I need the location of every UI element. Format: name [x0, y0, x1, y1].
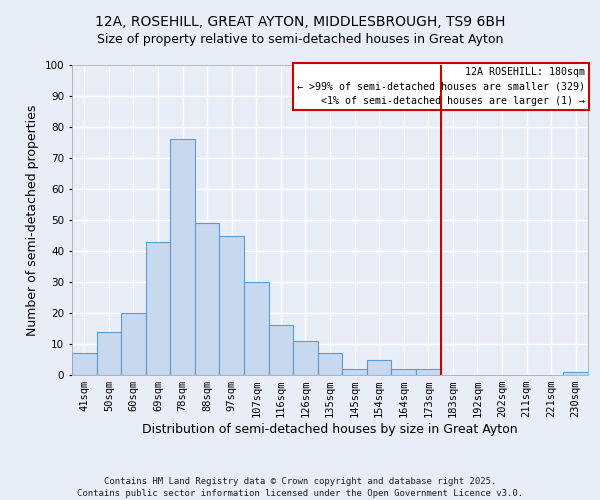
Text: 12A ROSEHILL: 180sqm
← >99% of semi-detached houses are smaller (329)
    <1% of: 12A ROSEHILL: 180sqm ← >99% of semi-deta…	[298, 66, 586, 106]
Bar	[220, 236, 244, 375]
Bar	[416, 369, 440, 375]
Bar	[195, 223, 220, 375]
Bar	[563, 372, 588, 375]
Bar	[293, 341, 318, 375]
Bar	[146, 242, 170, 375]
Bar	[244, 282, 269, 375]
Bar	[121, 313, 146, 375]
Bar	[391, 369, 416, 375]
Bar	[72, 354, 97, 375]
Text: Size of property relative to semi-detached houses in Great Ayton: Size of property relative to semi-detach…	[97, 32, 503, 46]
Text: 12A, ROSEHILL, GREAT AYTON, MIDDLESBROUGH, TS9 6BH: 12A, ROSEHILL, GREAT AYTON, MIDDLESBROUG…	[95, 15, 505, 29]
Y-axis label: Number of semi-detached properties: Number of semi-detached properties	[26, 104, 39, 336]
Bar	[367, 360, 391, 375]
Bar	[318, 354, 342, 375]
Bar	[97, 332, 121, 375]
Bar	[170, 140, 195, 375]
Text: Contains HM Land Registry data © Crown copyright and database right 2025.
Contai: Contains HM Land Registry data © Crown c…	[77, 476, 523, 498]
Bar	[269, 326, 293, 375]
X-axis label: Distribution of semi-detached houses by size in Great Ayton: Distribution of semi-detached houses by …	[142, 423, 518, 436]
Bar	[342, 369, 367, 375]
